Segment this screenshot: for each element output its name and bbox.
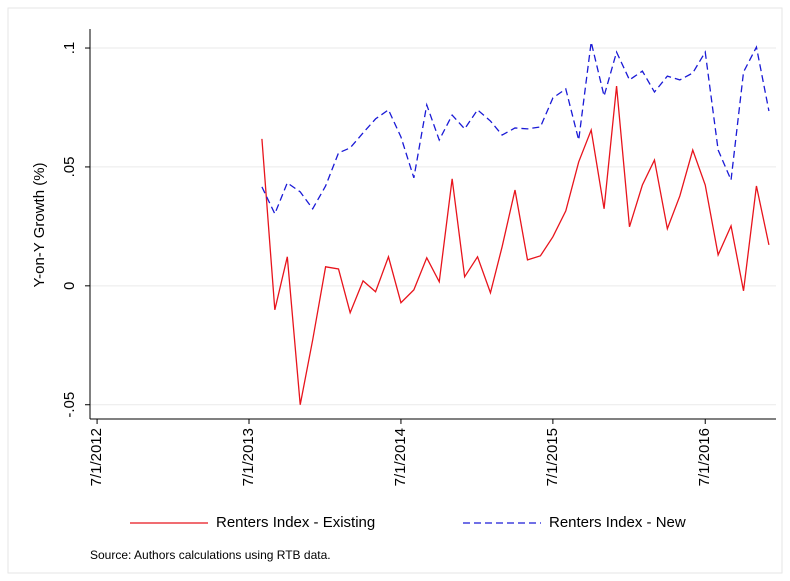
x-tick-label: 7/1/2012 — [88, 428, 105, 486]
source-note: Source: Authors calculations using RTB d… — [90, 548, 331, 562]
x-tick-label: 7/1/2016 — [696, 428, 713, 486]
y-tick-label: .05 — [61, 156, 78, 177]
legend-label: Renters Index - Existing — [216, 514, 375, 531]
line-series — [261, 86, 770, 405]
y-tick-label: 0 — [61, 282, 78, 290]
y-axis-title: Y-on-Y Growth (%) — [31, 162, 48, 287]
legend-label: Renters Index - New — [549, 514, 686, 531]
y-tick-label: .1 — [61, 42, 78, 55]
graph-region — [7, 7, 783, 574]
x-tick-label: 7/1/2014 — [392, 428, 409, 486]
x-tick-label: 7/1/2013 — [240, 428, 257, 486]
y-tick-label: -.05 — [61, 392, 78, 418]
x-tick-label: 7/1/2015 — [544, 428, 561, 486]
line-series — [261, 41, 770, 216]
